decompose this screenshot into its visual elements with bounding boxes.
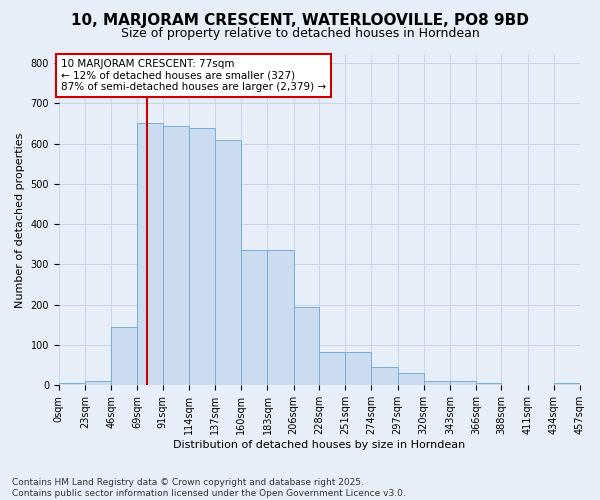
Bar <box>450 382 476 386</box>
Bar <box>111 327 137 386</box>
Bar <box>59 384 85 386</box>
Bar <box>554 384 580 386</box>
Bar <box>215 140 241 386</box>
Y-axis label: Number of detached properties: Number of detached properties <box>15 132 25 308</box>
Bar <box>476 384 502 386</box>
X-axis label: Distribution of detached houses by size in Horndean: Distribution of detached houses by size … <box>173 440 466 450</box>
Bar <box>345 352 371 386</box>
Bar <box>163 126 189 386</box>
Bar <box>371 367 398 386</box>
Bar <box>268 250 294 386</box>
Bar <box>137 124 163 386</box>
Bar <box>189 128 215 386</box>
Bar <box>398 374 424 386</box>
Bar <box>241 250 268 386</box>
Text: 10, MARJORAM CRESCENT, WATERLOOVILLE, PO8 9BD: 10, MARJORAM CRESCENT, WATERLOOVILLE, PO… <box>71 12 529 28</box>
Text: Contains HM Land Registry data © Crown copyright and database right 2025.
Contai: Contains HM Land Registry data © Crown c… <box>12 478 406 498</box>
Bar <box>319 352 345 386</box>
Text: 10 MARJORAM CRESCENT: 77sqm
← 12% of detached houses are smaller (327)
87% of se: 10 MARJORAM CRESCENT: 77sqm ← 12% of det… <box>61 59 326 92</box>
Text: Size of property relative to detached houses in Horndean: Size of property relative to detached ho… <box>121 28 479 40</box>
Bar <box>424 382 450 386</box>
Bar <box>294 307 319 386</box>
Bar <box>85 382 111 386</box>
